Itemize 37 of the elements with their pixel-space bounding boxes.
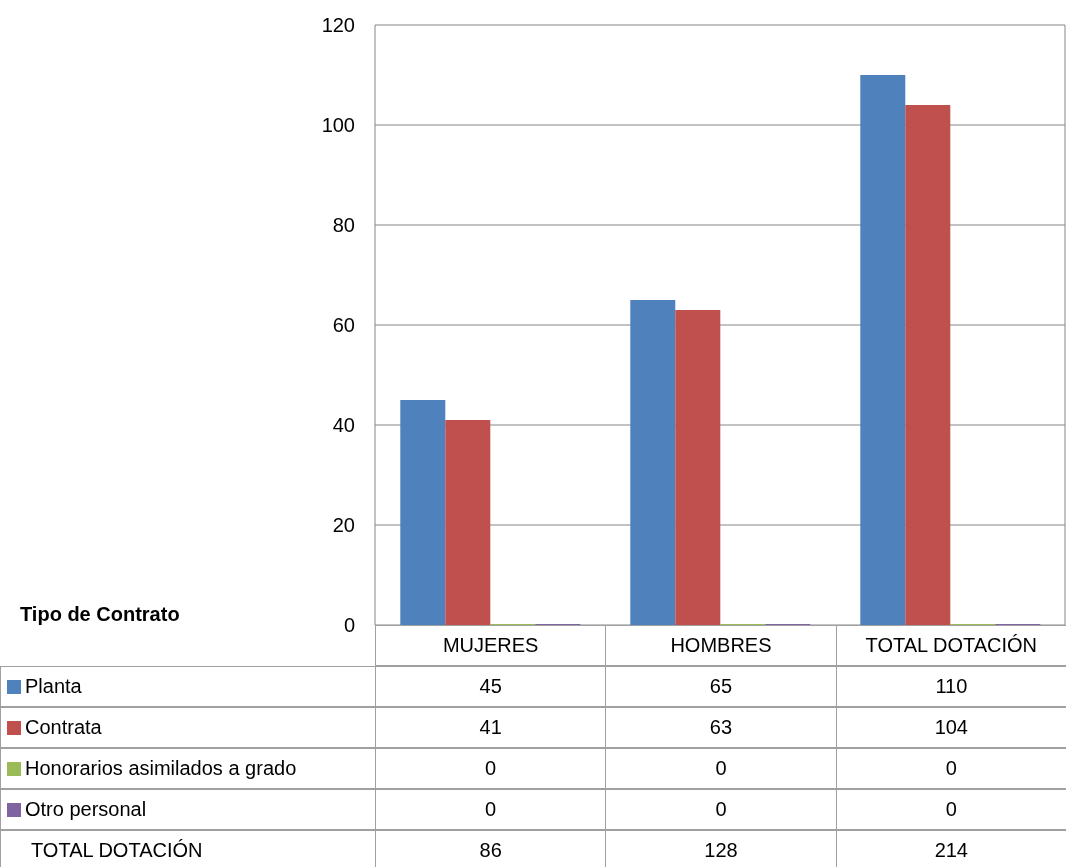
data-label: 0 [605,789,837,830]
bar [675,310,721,625]
bar [400,400,446,625]
data-label: 0 [835,789,1066,830]
data-label: 0 [375,789,607,830]
y-tick-label: 80 [332,214,355,237]
bar [905,105,951,625]
legend-label: Planta [24,675,82,698]
legend-label: Otro personal [24,798,147,821]
y-tick-label: 100 [321,114,355,137]
data-label: 63 [605,707,837,748]
x-tick-label: MUJERES [375,625,607,666]
y-tick-label: 60 [332,314,355,337]
text: 214 [835,830,1066,867]
legend-label: Honorarios asimilados a grado [24,757,297,780]
legend-label: Contrata [24,716,102,739]
x-tick-label: HOMBRES [605,625,837,666]
data-label: 41 [375,707,607,748]
y-tick-label: 20 [332,514,355,537]
text: 128 [605,830,837,867]
text: TOTAL DOTACIÓN [30,839,203,862]
x-tick-label: TOTAL DOTACIÓN [835,625,1066,666]
text: 86 [375,830,607,867]
data-label: 65 [605,666,837,707]
data-label: 0 [835,748,1066,789]
data-label: 45 [375,666,607,707]
y-tick-label: 0 [343,614,355,637]
data-label: 0 [375,748,607,789]
bar [445,420,491,625]
y-tick-label: 120 [321,14,355,37]
y-tick-label: 40 [332,414,355,437]
bar [630,300,676,625]
data-label: 104 [835,707,1066,748]
data-label: 110 [835,666,1066,707]
legend-title: Tipo de Contrato [20,603,180,626]
bar [860,75,906,625]
data-label: 0 [605,748,837,789]
